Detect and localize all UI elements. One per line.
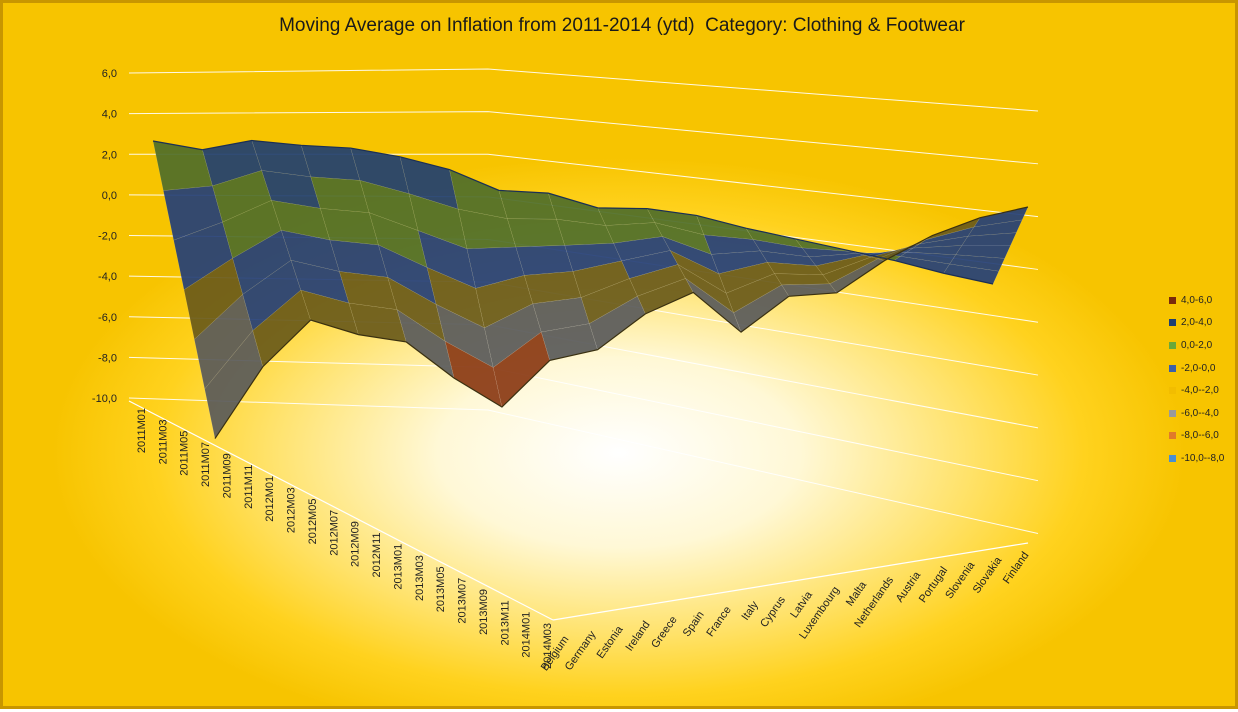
country-tick-label: Ireland bbox=[624, 619, 653, 653]
country-axis-line bbox=[552, 542, 1029, 621]
legend-swatch bbox=[1169, 454, 1176, 462]
legend-item: -8,0--6,0 bbox=[1169, 425, 1238, 448]
legend-swatch bbox=[1169, 341, 1176, 349]
country-tick-label: France bbox=[704, 604, 733, 639]
time-tick-label: 2013M03 bbox=[414, 555, 426, 601]
country-tick-label: Slovenia bbox=[943, 559, 978, 601]
legend-item: -6,0--4,0 bbox=[1169, 402, 1238, 425]
legend-swatch bbox=[1169, 432, 1176, 440]
gridline bbox=[128, 68, 1039, 112]
y-tick-label: -6,0 bbox=[98, 312, 117, 324]
country-tick-label: Spain bbox=[681, 609, 707, 639]
y-tick-label: -2,0 bbox=[98, 231, 117, 243]
time-tick-label: 2013M09 bbox=[478, 589, 490, 635]
legend-item: -4,0--2,0 bbox=[1169, 379, 1238, 402]
time-tick-label: 2011M03 bbox=[157, 419, 169, 464]
surface-chart: 6,0 4,0 2,0 0,0 -2,0 -4,0 -6,0 -8,0 -10,0 2011M0… bbox=[92, 68, 1039, 673]
chart-title: Moving Average on Inflation from 2011-20… bbox=[279, 15, 965, 36]
time-tick-label: 2012M03 bbox=[286, 487, 298, 533]
y-tick-label: -4,0 bbox=[98, 271, 117, 283]
legend-swatch bbox=[1169, 364, 1176, 372]
legend-label: -10,0--8,0 bbox=[1181, 452, 1225, 464]
legend: 4,0-6,0 2,0-4,0 0,0-2,0 -2,0-0,0 -4,0--2,0 -6… bbox=[1169, 289, 1238, 470]
time-tick-label: 2014M01 bbox=[521, 612, 533, 658]
gridline bbox=[128, 111, 1039, 165]
country-tick-label: Greece bbox=[649, 614, 680, 650]
country-tick-label: Finland bbox=[1001, 550, 1032, 586]
gridline bbox=[128, 356, 1039, 482]
surface-patch bbox=[515, 245, 574, 276]
y-axis: 6,0 4,0 2,0 0,0 -2,0 -4,0 -6,0 -8,0 -10,0 bbox=[92, 68, 117, 405]
time-tick-label: 2013M07 bbox=[457, 578, 469, 624]
y-tick-label: 6,0 bbox=[102, 68, 117, 80]
time-tick-label: 2011M09 bbox=[221, 453, 233, 498]
surface-patch bbox=[774, 273, 831, 286]
time-tick-label: 2012M05 bbox=[307, 499, 319, 545]
legend-swatch bbox=[1169, 319, 1176, 327]
legend-swatch bbox=[1169, 409, 1176, 417]
legend-label: 4,0-6,0 bbox=[1181, 294, 1213, 306]
legend-label: 2,0-4,0 bbox=[1181, 317, 1213, 329]
time-tick-label: 2011M11 bbox=[243, 465, 255, 509]
country-tick-label: Estonia bbox=[595, 623, 626, 661]
legend-item: -10,0--8,0 bbox=[1169, 447, 1238, 470]
time-tick-label: 2014M03 bbox=[542, 623, 554, 669]
legend-label: 0,0-2,0 bbox=[1181, 339, 1213, 351]
time-tick-label: 2012M07 bbox=[328, 510, 340, 556]
country-tick-label: Germany bbox=[563, 628, 599, 672]
legend-item: 0,0-2,0 bbox=[1169, 334, 1238, 357]
front-edge bbox=[214, 206, 1029, 439]
country-tick-label: Cyprus bbox=[758, 594, 788, 630]
country-tick-label: Slovakia bbox=[971, 554, 1005, 596]
time-tick-label: 2013M05 bbox=[435, 566, 447, 612]
y-tick-label: -10,0 bbox=[92, 393, 117, 405]
time-tick-label: 2012M11 bbox=[371, 532, 383, 577]
time-tick-label: 2012M09 bbox=[350, 521, 362, 567]
back-edge bbox=[152, 139, 994, 285]
surface bbox=[152, 139, 1029, 440]
legend-label: -8,0--6,0 bbox=[1181, 430, 1219, 442]
surface-patch bbox=[498, 190, 557, 220]
time-tick-label: 2011M01 bbox=[136, 408, 148, 453]
legend-swatch bbox=[1169, 387, 1176, 395]
country-tick-label: Portugal bbox=[917, 565, 950, 605]
y-tick-label: 4,0 bbox=[102, 109, 117, 121]
legend-label: -4,0--2,0 bbox=[1181, 385, 1219, 397]
legend-item: 4,0-6,0 bbox=[1169, 289, 1238, 312]
legend-item: -2,0-0,0 bbox=[1169, 357, 1238, 380]
y-tick-label: 2,0 bbox=[102, 149, 117, 161]
legend-label: -2,0-0,0 bbox=[1181, 362, 1216, 374]
time-tick-label: 2013M11 bbox=[499, 600, 511, 645]
time-tick-label: 2011M07 bbox=[200, 442, 212, 487]
country-tick-label: Italy bbox=[739, 599, 761, 623]
time-tick-label: 2013M01 bbox=[392, 544, 404, 590]
y-tick-label: 0,0 bbox=[102, 190, 117, 202]
time-tick-label: 2011M05 bbox=[179, 431, 191, 476]
gridline bbox=[128, 397, 1039, 534]
time-axis-line bbox=[128, 400, 554, 621]
legend-swatch bbox=[1169, 296, 1176, 304]
surface-patch bbox=[507, 218, 566, 248]
time-tick-label: 2012M01 bbox=[264, 476, 276, 522]
time-axis: 2011M01 2011M03 2011M05 2011M07 2011M09 2011M… bbox=[128, 400, 554, 669]
surface-patch bbox=[152, 140, 213, 191]
legend-label: -6,0--4,0 bbox=[1181, 407, 1219, 419]
y-tick-label: -8,0 bbox=[98, 352, 117, 364]
legend-item: 2,0-4,0 bbox=[1169, 312, 1238, 335]
